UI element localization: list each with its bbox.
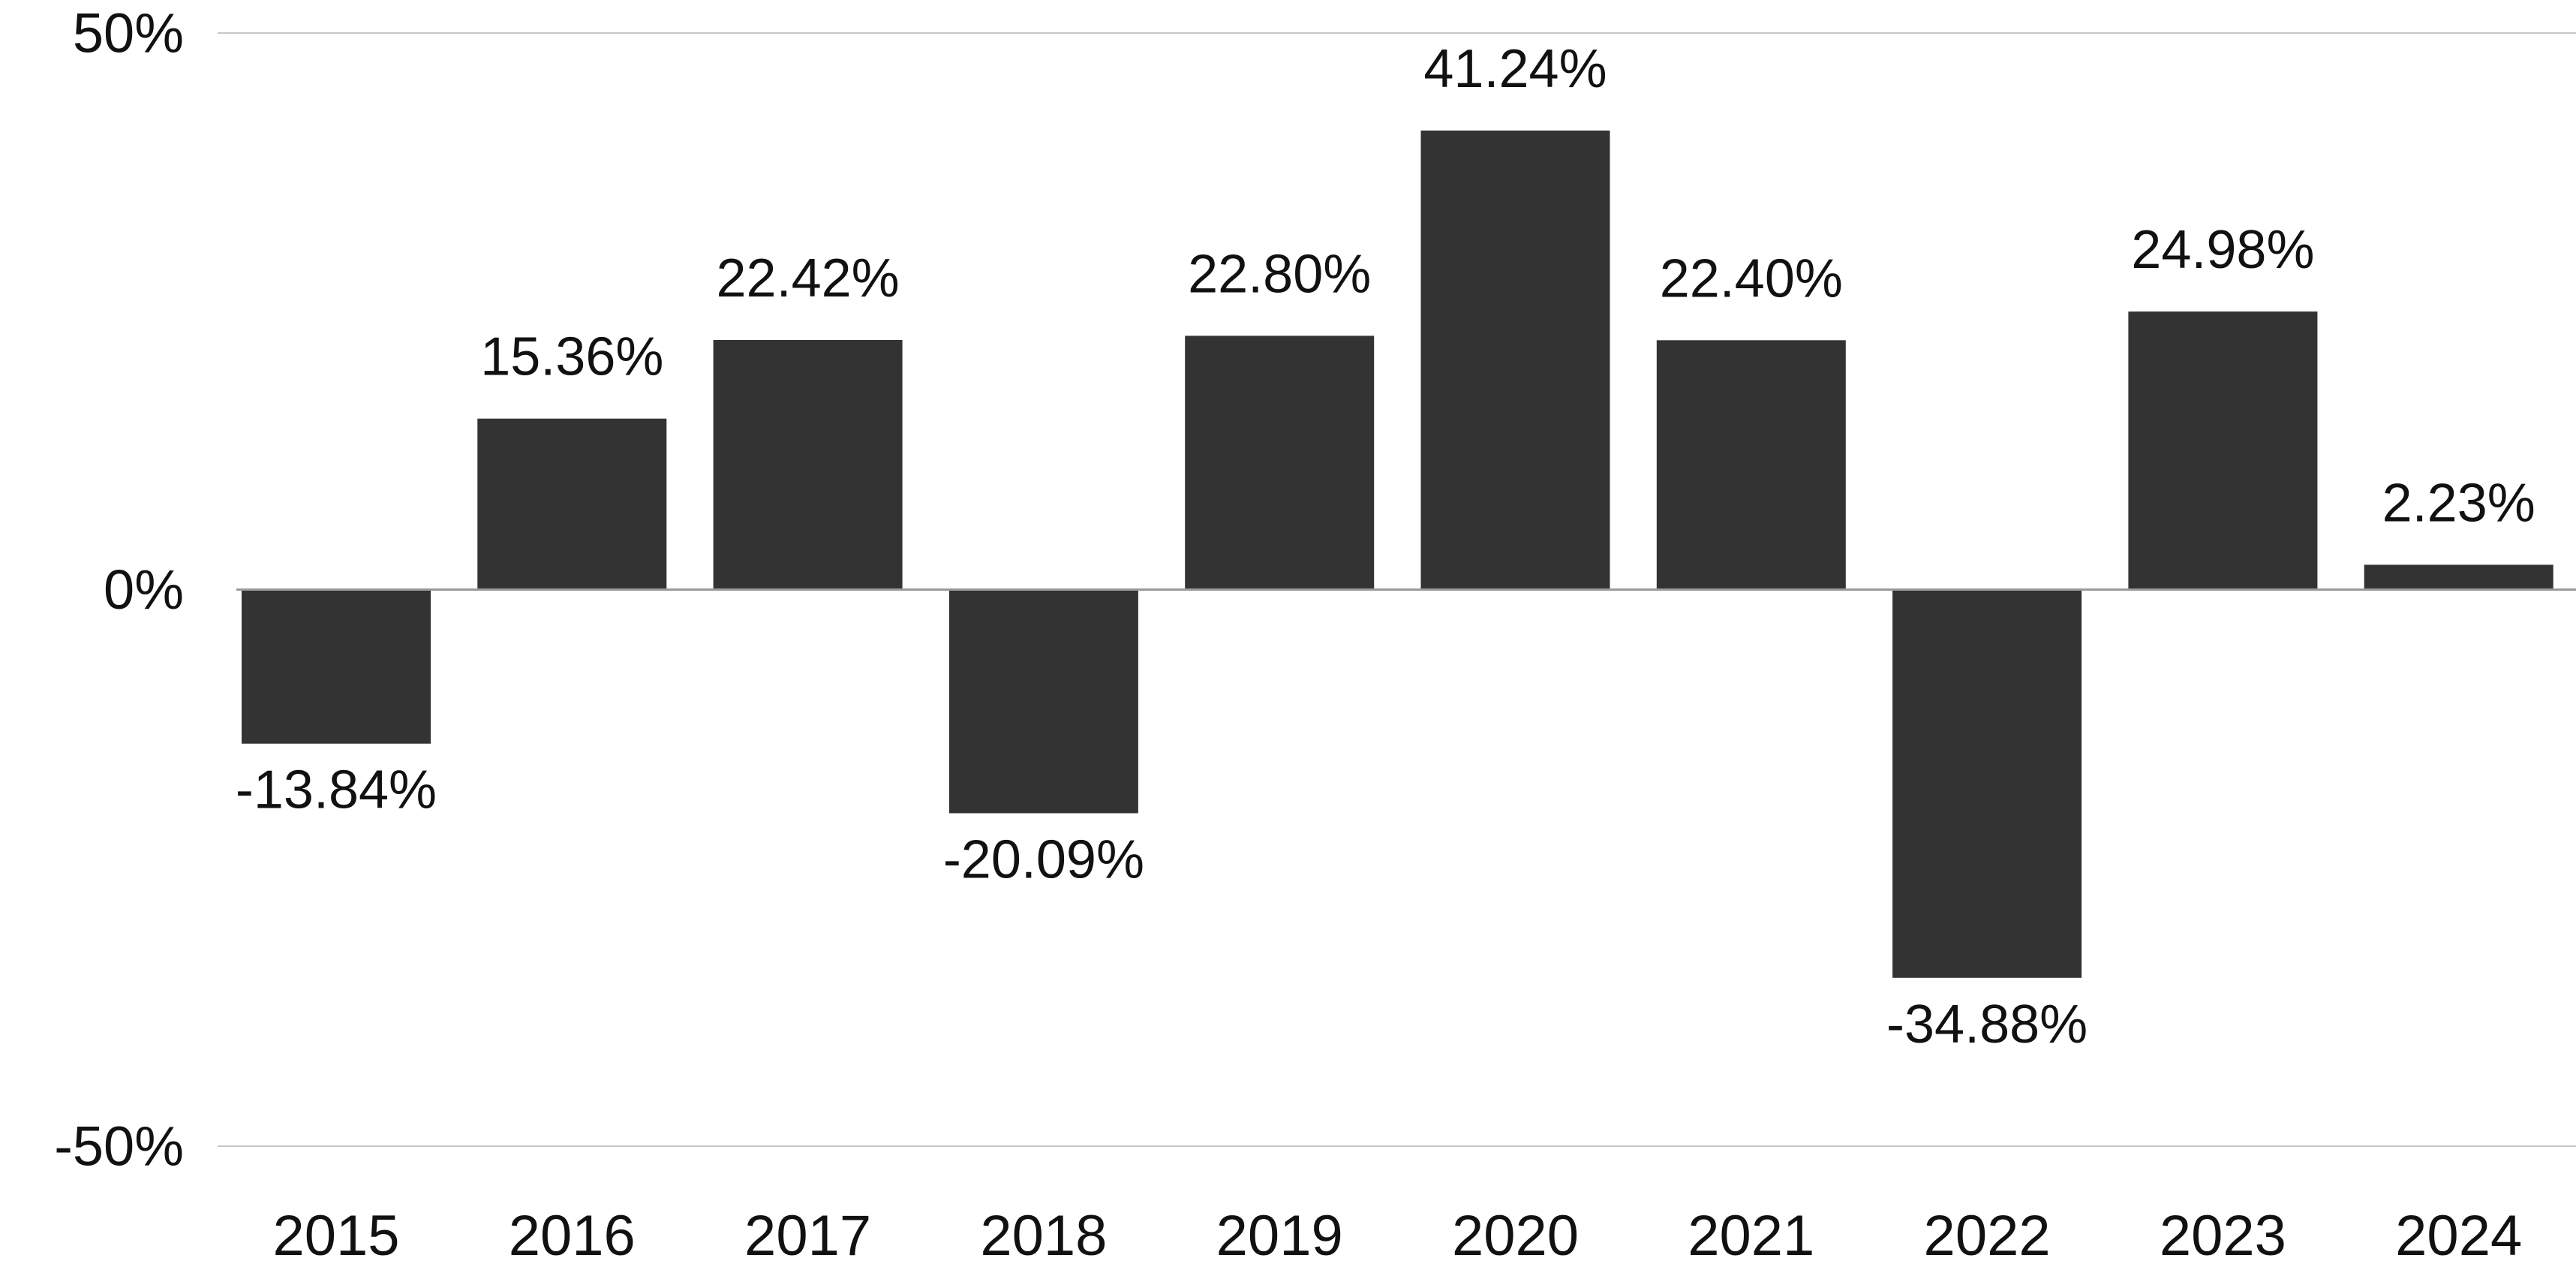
y-tick-label: 50% — [73, 2, 184, 65]
bar-2020 — [1420, 130, 1610, 590]
x-tick-label: 2015 — [272, 1204, 399, 1268]
bar-2016 — [477, 418, 667, 590]
y-tick-label: -50% — [54, 1115, 184, 1178]
data-label: -20.09% — [943, 829, 1144, 889]
data-label: 2.23% — [2382, 473, 2535, 533]
data-label: 22.42% — [716, 248, 899, 308]
data-label: 22.40% — [1660, 248, 1843, 308]
bar-2015 — [242, 589, 431, 744]
x-tick-label: 2020 — [1452, 1204, 1579, 1268]
data-label: 22.80% — [1188, 244, 1371, 304]
x-tick-label: 2021 — [1688, 1204, 1814, 1268]
x-tick-label: 2019 — [1216, 1204, 1343, 1268]
data-labels: -13.84% 15.36% 22.42% -20.09% 22.80% 41.24% 22… — [236, 39, 2535, 1055]
bar-2018 — [948, 589, 1138, 814]
bar-2017 — [713, 340, 903, 590]
bar-2022 — [1892, 589, 2082, 978]
y-axis-tick-labels: 50% 0% -50% — [54, 2, 184, 1178]
data-label: 15.36% — [480, 327, 663, 387]
data-label: 24.98% — [2131, 220, 2314, 280]
x-tick-label: 2024 — [2395, 1204, 2522, 1268]
x-tick-label: 2017 — [744, 1204, 871, 1268]
bars — [242, 130, 2553, 978]
x-tick-label: 2018 — [980, 1204, 1107, 1268]
bar-2023 — [2128, 311, 2318, 590]
x-tick-label: 2023 — [2160, 1204, 2286, 1268]
bar-2024 — [2364, 564, 2553, 590]
bar-2021 — [1656, 340, 1846, 590]
y-tick-label: 0% — [104, 558, 184, 621]
x-tick-label: 2016 — [509, 1204, 636, 1268]
gridlines — [218, 32, 2576, 1147]
data-label: 41.24% — [1423, 39, 1607, 99]
x-axis-category-labels: 2015 2016 2017 2018 2019 2020 2021 2022 2023 2024 — [272, 1204, 2522, 1268]
data-label: -34.88% — [1886, 995, 2088, 1055]
data-label: -13.84% — [236, 760, 437, 820]
x-tick-label: 2022 — [1924, 1204, 2051, 1268]
bar-2019 — [1185, 336, 1375, 590]
